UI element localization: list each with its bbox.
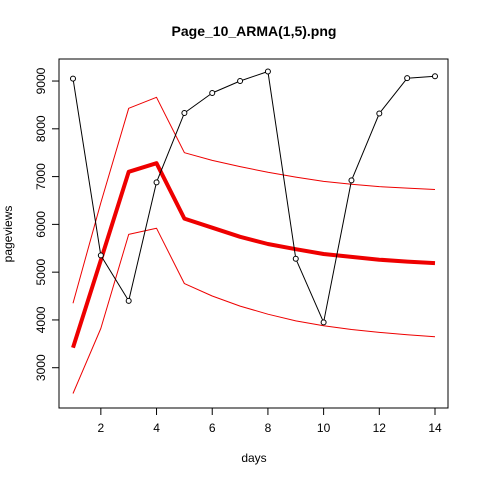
x-axis: 2 4 6 8 10 12 14	[98, 408, 442, 435]
chart-title: Page_10_ARMA(1,5).png	[172, 23, 337, 39]
x-tick-label: 6	[209, 421, 216, 435]
y-tick-label: 8000	[34, 115, 48, 142]
x-tick-label: 8	[265, 421, 272, 435]
y-tick-label: 6000	[34, 211, 48, 238]
y-tick-label: 9000	[34, 67, 48, 94]
data-point-observed	[181, 110, 188, 117]
series-line-lower	[72, 227, 436, 394]
x-tick-label: 12	[373, 421, 387, 435]
data-point-observed	[432, 73, 438, 80]
series-line-forecast	[71, 161, 436, 349]
y-tick-label: 5000	[34, 258, 48, 285]
data-point-observed	[376, 110, 383, 117]
x-axis-label: days	[241, 451, 266, 465]
x-tick-label: 10	[317, 421, 331, 435]
data-point-observed	[237, 78, 244, 85]
x-tick-label: 4	[153, 421, 160, 435]
data-point-observed	[320, 319, 327, 326]
data-point-observed	[348, 177, 355, 184]
y-tick-label: 7000	[34, 163, 48, 190]
data-point-observed	[125, 297, 132, 304]
series-layer	[70, 68, 438, 394]
data-point-observed	[70, 75, 76, 82]
data-point-observed	[97, 252, 104, 259]
series-line-upper	[72, 96, 436, 304]
y-tick-label: 3000	[34, 354, 48, 381]
data-point-observed	[292, 255, 299, 262]
data-point-observed	[404, 75, 411, 82]
y-axis: 3000 4000 5000 6000 7000 8000 9000	[34, 67, 59, 381]
data-point-observed	[264, 68, 271, 75]
data-point-observed	[209, 89, 216, 96]
y-tick-label: 4000	[34, 306, 48, 333]
y-axis-label: pageviews	[1, 206, 15, 263]
series-line-observed	[72, 71, 436, 323]
data-point-observed	[153, 179, 160, 186]
x-tick-label: 2	[98, 421, 105, 435]
plot-frame	[58, 58, 449, 409]
x-tick-label: 14	[428, 421, 442, 435]
